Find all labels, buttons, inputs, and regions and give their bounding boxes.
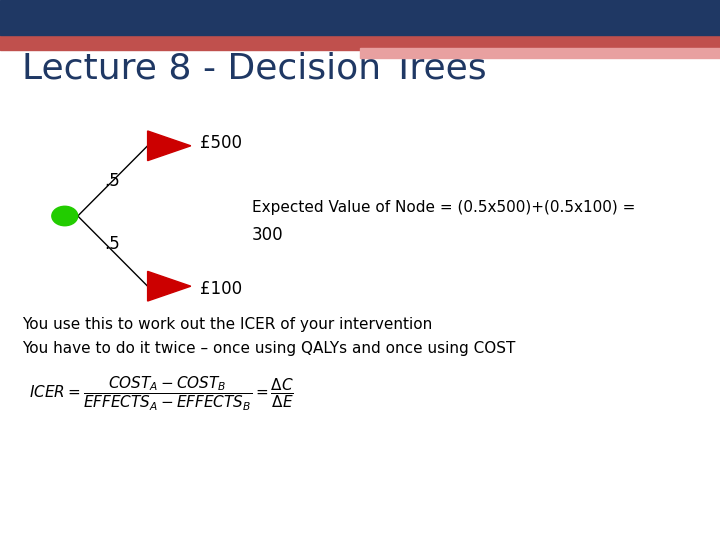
Text: You use this to work out the ICER of your intervention: You use this to work out the ICER of you…: [22, 316, 432, 332]
Polygon shape: [148, 271, 191, 301]
Circle shape: [52, 206, 78, 226]
Text: £500: £500: [200, 134, 242, 152]
Text: $\mathit{ICER} = \dfrac{\mathit{COST}_A - \mathit{COST}_B}{\mathit{EFFECTS}_A - : $\mathit{ICER} = \dfrac{\mathit{COST}_A …: [29, 375, 294, 413]
Bar: [0, 33, 720, 50]
Text: Expected Value of Node = (0.5x500)+(0.5x100) =: Expected Value of Node = (0.5x500)+(0.5x…: [252, 200, 635, 215]
Text: .5: .5: [104, 172, 120, 190]
Text: .5: .5: [104, 235, 120, 253]
Text: £100: £100: [200, 280, 243, 298]
Bar: [0, 0, 720, 35]
Bar: [360, 48, 720, 58]
Text: 300: 300: [252, 226, 284, 244]
Text: You have to do it twice – once using QALYs and once using COST: You have to do it twice – once using QAL…: [22, 341, 515, 356]
Polygon shape: [148, 131, 191, 160]
Text: Lecture 8 - Decision Trees: Lecture 8 - Decision Trees: [22, 51, 486, 85]
